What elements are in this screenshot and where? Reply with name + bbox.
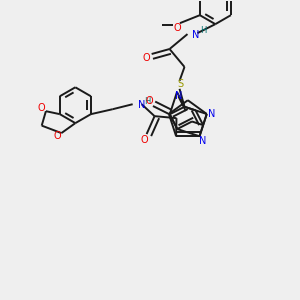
Text: S: S bbox=[178, 79, 184, 89]
Text: O: O bbox=[37, 103, 45, 113]
Text: O: O bbox=[141, 135, 148, 145]
Text: H: H bbox=[200, 26, 207, 34]
Text: O: O bbox=[173, 23, 181, 33]
Text: N: N bbox=[199, 136, 206, 146]
Text: N: N bbox=[193, 30, 200, 40]
Text: O: O bbox=[54, 131, 61, 141]
Text: N: N bbox=[138, 100, 145, 110]
Text: O: O bbox=[145, 96, 153, 106]
Text: O: O bbox=[143, 53, 151, 63]
Text: N: N bbox=[175, 91, 183, 101]
Text: H: H bbox=[145, 97, 151, 106]
Text: N: N bbox=[208, 109, 215, 119]
